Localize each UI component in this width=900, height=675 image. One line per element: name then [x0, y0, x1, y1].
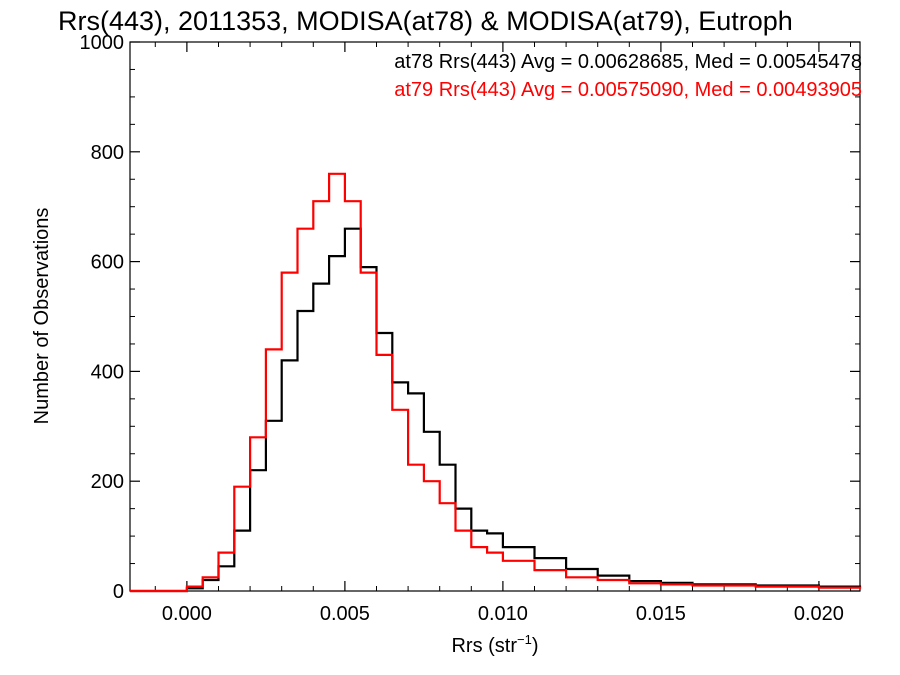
y-tick-label: 800: [91, 142, 124, 164]
x-axis-label: Rrs (str−1): [451, 632, 538, 657]
x-axis-label-text: Rrs (str: [451, 635, 517, 657]
y-tick-label: 400: [91, 361, 124, 383]
x-tick-label: 0.000: [162, 603, 212, 625]
y-tick-label: 600: [91, 252, 124, 274]
chart-title: Rrs(443), 2011353, MODISA(at78) & MODISA…: [58, 6, 793, 36]
annotation-at79: at79 Rrs(443) Avg = 0.00575090, Med = 0.…: [394, 79, 862, 101]
y-tick-label: 0: [113, 581, 124, 603]
y-axis-label: Number of Observations: [31, 208, 53, 425]
y-axis: 0 200 400 600 800 1000: [80, 32, 860, 603]
series-at79-histogram: [130, 172, 862, 593]
annotation-at78: at78 Rrs(443) Avg = 0.00628685, Med = 0.…: [394, 51, 862, 73]
plot-frame: [129, 41, 861, 592]
series-at78-histogram: [130, 227, 862, 593]
y-tick-label: 200: [91, 471, 124, 493]
series-group: [130, 172, 862, 593]
x-axis: 0.000 0.005 0.010 0.015 0.020: [154, 42, 852, 625]
y-tick-label: 1000: [80, 32, 125, 54]
x-tick-label: 0.020: [794, 603, 844, 625]
plot-area: [129, 41, 861, 592]
x-tick-label: 0.015: [636, 603, 686, 625]
x-axis-label-superscript: −1: [517, 632, 532, 647]
x-tick-label: 0.005: [320, 603, 370, 625]
x-axis-label-close: ): [532, 635, 539, 657]
x-tick-label: 0.010: [478, 603, 528, 625]
